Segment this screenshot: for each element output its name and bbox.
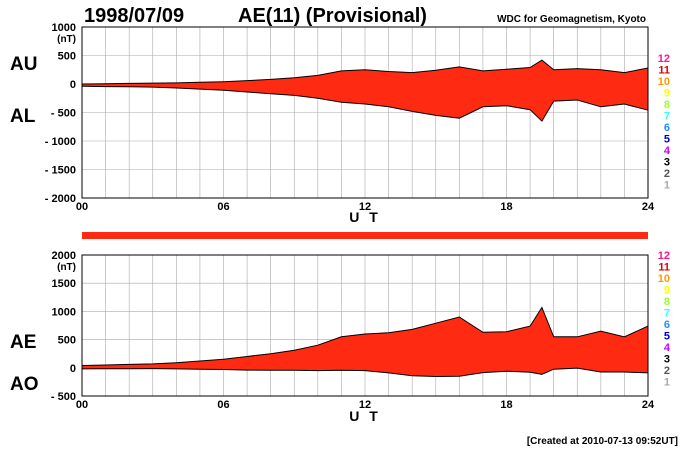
legend-entry: 9 bbox=[664, 88, 670, 100]
legend-entry: 9 bbox=[664, 285, 670, 297]
legend-entry: 12 bbox=[658, 53, 670, 65]
x-tick-label: 12 bbox=[359, 201, 371, 213]
legend-entry: 8 bbox=[664, 99, 670, 111]
legend-entry: 6 bbox=[664, 319, 670, 331]
x-tick-label: 12 bbox=[359, 399, 371, 411]
y-tick-label: - 500 bbox=[51, 108, 76, 120]
index-range-area bbox=[82, 307, 648, 377]
plot-frame bbox=[81, 254, 649, 397]
chart-index-title: AE(11) (Provisional) bbox=[238, 5, 427, 27]
legend-entry: 3 bbox=[664, 354, 670, 366]
legend-entry: 2 bbox=[664, 168, 670, 180]
y-tick-label: 500 bbox=[58, 51, 76, 63]
al-label: AL bbox=[10, 106, 36, 127]
panel1-unit: (nT) bbox=[57, 34, 76, 45]
x-tick-label: 24 bbox=[642, 399, 655, 411]
legend-entry: 2 bbox=[664, 365, 670, 377]
x-tick-label: 24 bbox=[642, 201, 655, 213]
legend-entry: 1 bbox=[664, 180, 670, 192]
created-timestamp: [Created at 2010-07-13 09:52UT] bbox=[527, 436, 678, 447]
legend-entry: 12 bbox=[658, 250, 670, 262]
separator-band bbox=[82, 232, 648, 239]
y-tick-label: 1500 bbox=[52, 278, 76, 290]
x-tick-label: 06 bbox=[217, 201, 229, 213]
legend-entry: 3 bbox=[664, 157, 670, 169]
chart-date: 1998/07/09 bbox=[84, 5, 184, 27]
legend-entry: 4 bbox=[664, 145, 671, 157]
y-tick-label: 0 bbox=[70, 363, 76, 375]
ae-label: AE bbox=[10, 332, 36, 353]
legend-entry: 10 bbox=[658, 76, 670, 88]
legend-entry: 11 bbox=[658, 65, 670, 77]
x-tick-label: 18 bbox=[500, 201, 512, 213]
y-tick-label: 0 bbox=[70, 79, 76, 91]
legend-entry: 7 bbox=[664, 111, 670, 123]
ae-series-line bbox=[81, 306, 649, 366]
y-tick-label: 2000 bbox=[52, 250, 76, 262]
legend-entry: 1 bbox=[664, 377, 670, 389]
legend-entry: 5 bbox=[664, 134, 670, 146]
y-tick-label: - 1500 bbox=[45, 165, 76, 177]
legend-entry: 4 bbox=[664, 342, 671, 354]
au-label: AU bbox=[10, 54, 37, 75]
y-tick-label: - 500 bbox=[51, 391, 76, 403]
panel2-xlabel: U T bbox=[349, 408, 381, 424]
ao-label: AO bbox=[10, 374, 39, 395]
y-tick-label: 1000 bbox=[52, 306, 76, 318]
x-tick-label: 00 bbox=[76, 399, 88, 411]
al-series-line bbox=[81, 85, 649, 122]
panel2-unit: (nT) bbox=[57, 262, 76, 273]
legend-entry: 7 bbox=[664, 308, 670, 320]
x-tick-label: 06 bbox=[217, 399, 229, 411]
au-series-line bbox=[81, 59, 649, 85]
panel1-xlabel: U T bbox=[349, 209, 381, 225]
ao-series-line bbox=[81, 367, 649, 378]
legend-entry: 10 bbox=[658, 273, 670, 285]
legend-entry: 5 bbox=[664, 331, 670, 343]
index-range-area bbox=[82, 60, 648, 122]
chart-source: WDC for Geomagnetism, Kyoto bbox=[497, 14, 646, 25]
legend-entry: 8 bbox=[664, 296, 670, 308]
legend-entry: 11 bbox=[658, 262, 670, 274]
x-tick-label: 00 bbox=[76, 201, 88, 213]
x-tick-label: 18 bbox=[500, 399, 512, 411]
y-tick-label: 500 bbox=[58, 335, 76, 347]
y-tick-label: 1000 bbox=[52, 22, 76, 34]
y-tick-label: - 1000 bbox=[45, 136, 76, 148]
plot-frame bbox=[81, 26, 649, 199]
y-tick-label: - 2000 bbox=[45, 193, 76, 205]
legend-entry: 6 bbox=[664, 122, 670, 134]
